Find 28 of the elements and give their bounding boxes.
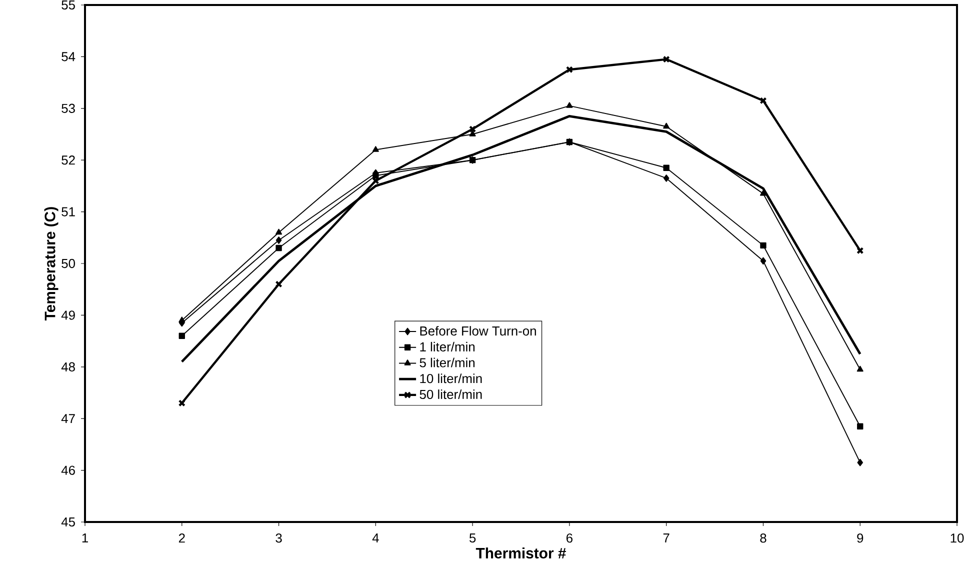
y-tick-label: 54 [62, 52, 76, 62]
y-tick-label: 53 [62, 104, 75, 113]
x-tick-label: 6 [566, 533, 572, 543]
x-tick-label: 3 [276, 533, 282, 543]
x-tick-label: 2 [178, 533, 185, 543]
y-tick-label: 45 [61, 517, 75, 527]
x-tick-label: 10 [950, 533, 964, 543]
y-tick-label: 48 [61, 362, 75, 372]
y-axis-title: Temperature (C) [44, 207, 58, 320]
x-tick-label: 5 [469, 533, 476, 543]
y-tick-label: 47 [61, 414, 75, 424]
x-tick-label: 8 [760, 533, 766, 543]
y-tick-label: 52 [62, 156, 75, 165]
x-tick-label: 1 [82, 533, 88, 542]
x-tick-label: 4 [372, 533, 379, 542]
x-axis-title: Thermistor # [476, 548, 566, 558]
y-tick-label: 50 [62, 258, 75, 268]
x-tick-label: 9 [857, 533, 864, 543]
y-tick-label: 46 [61, 466, 75, 475]
legend-label: 50 liter/min [420, 390, 482, 400]
y-tick-label: 55 [62, 0, 75, 10]
y-tick-label: 51 [62, 207, 75, 216]
legend-label: Before Flow Turn-on [420, 326, 536, 336]
legend-label: 1 liter/min [420, 342, 475, 352]
legend-label: 10 liter/min [420, 374, 482, 384]
x-tick-label: 7 [663, 533, 670, 542]
y-tick-label: 49 [61, 310, 75, 320]
legend-label: 5 liter/min [420, 358, 475, 368]
